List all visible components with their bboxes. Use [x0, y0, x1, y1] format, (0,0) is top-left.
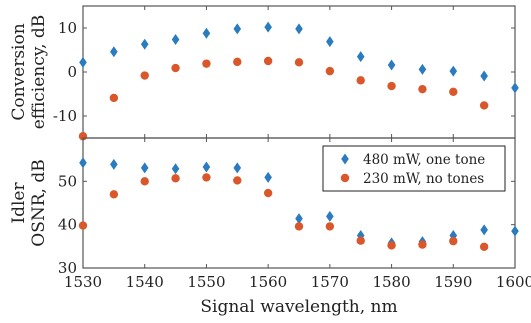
data-point-circle [479, 242, 489, 251]
y-tick-label: 30 [58, 259, 77, 277]
data-point-diamond [233, 23, 242, 35]
legend-marker-diamond [341, 153, 349, 165]
legend-box [322, 145, 506, 192]
data-point-diamond [356, 51, 365, 63]
data-point-diamond [295, 23, 303, 35]
legend: 480 mW, one tone 230 mW, no tones [322, 145, 506, 192]
x-tick-label: 1550 [187, 273, 225, 291]
data-point-circle [140, 71, 149, 80]
x-tick-label: 1580 [372, 273, 410, 291]
legend-entry-label: 480 mW, one tone [363, 152, 485, 168]
data-point-circle [325, 222, 335, 231]
data-point-circle [356, 236, 365, 245]
legend-marker-circle [340, 173, 350, 183]
data-point-diamond [511, 82, 519, 94]
data-point-diamond [171, 33, 180, 45]
y-axis-label-line2: OSNR, dB [29, 159, 49, 246]
data-point-diamond [110, 158, 118, 170]
data-point-circle [171, 63, 180, 73]
data-point-diamond [79, 56, 87, 68]
data-point-circle [233, 57, 242, 67]
data-point-circle [325, 66, 335, 76]
data-point-circle [418, 84, 427, 94]
data-point-circle [78, 221, 88, 230]
data-point-diamond [264, 21, 272, 33]
data-point-circle [140, 177, 149, 186]
data-point-circle [294, 222, 304, 231]
legend-entry-label: 230 mW, no tones [363, 171, 484, 187]
data-point-diamond [418, 63, 427, 75]
y-tick-label: 0 [67, 63, 77, 81]
y-axis-label-line2: efficiency, dB [29, 15, 49, 130]
data-point-diamond [387, 59, 396, 71]
data-point-circle [479, 101, 489, 110]
data-point-diamond [140, 38, 149, 50]
data-point-circle [294, 58, 304, 67]
y-axis-label-line1: Idler [9, 182, 29, 224]
x-tick-label: 1540 [126, 273, 164, 291]
y-axis-label-line1: Conversion [9, 23, 29, 120]
data-point-diamond [171, 163, 180, 175]
data-point-diamond [140, 162, 149, 174]
data-point-circle [387, 81, 396, 91]
x-tick-label: 1530 [64, 273, 102, 291]
y-tick-label: 40 [58, 216, 77, 234]
x-tick-label: 1600 [496, 273, 531, 291]
data-point-diamond [233, 162, 242, 174]
data-point-diamond [202, 27, 211, 39]
data-point-circle [171, 174, 180, 183]
data-point-diamond [511, 225, 519, 237]
data-point-circle [263, 188, 273, 198]
data-point-circle [387, 241, 396, 250]
data-point-diamond [326, 36, 334, 48]
y-tick-label: 50 [58, 172, 77, 190]
data-point-diamond [326, 210, 334, 222]
data-point-diamond [264, 171, 272, 183]
data-point-circle [109, 93, 119, 103]
x-tick-label: 1570 [311, 273, 349, 291]
x-axis-label: Signal wavelength, nm [200, 297, 397, 317]
conversion-efficiency-panel: -10 0 10 Conversion efficiency, dB [9, 5, 519, 141]
data-point-circle [449, 87, 458, 97]
data-point-circle [356, 76, 365, 85]
data-point-diamond [295, 213, 303, 225]
idler-osnr-panel: 30 40 50 Idler OSNR, dB 1530 1540 1550 1560 1570 1… [9, 137, 531, 317]
plot-frame [82, 137, 516, 269]
data-point-diamond [480, 70, 488, 82]
y-tick-label: 10 [58, 19, 77, 37]
data-point-circle [263, 56, 273, 66]
x-tick-label: 1590 [434, 273, 472, 291]
x-tick-label: 1560 [249, 273, 287, 291]
data-point-diamond [202, 161, 211, 173]
data-point-circle [109, 190, 119, 199]
data-point-circle [202, 59, 211, 68]
data-point-diamond [79, 157, 87, 169]
data-point-diamond [449, 65, 458, 77]
data-point-circle [202, 173, 211, 182]
data-point-diamond [480, 224, 488, 236]
y-tick-label: -10 [53, 107, 77, 125]
data-point-circle [233, 176, 242, 185]
data-point-diamond [110, 46, 118, 58]
data-point-circle [449, 236, 458, 246]
data-point-circle [418, 240, 427, 249]
